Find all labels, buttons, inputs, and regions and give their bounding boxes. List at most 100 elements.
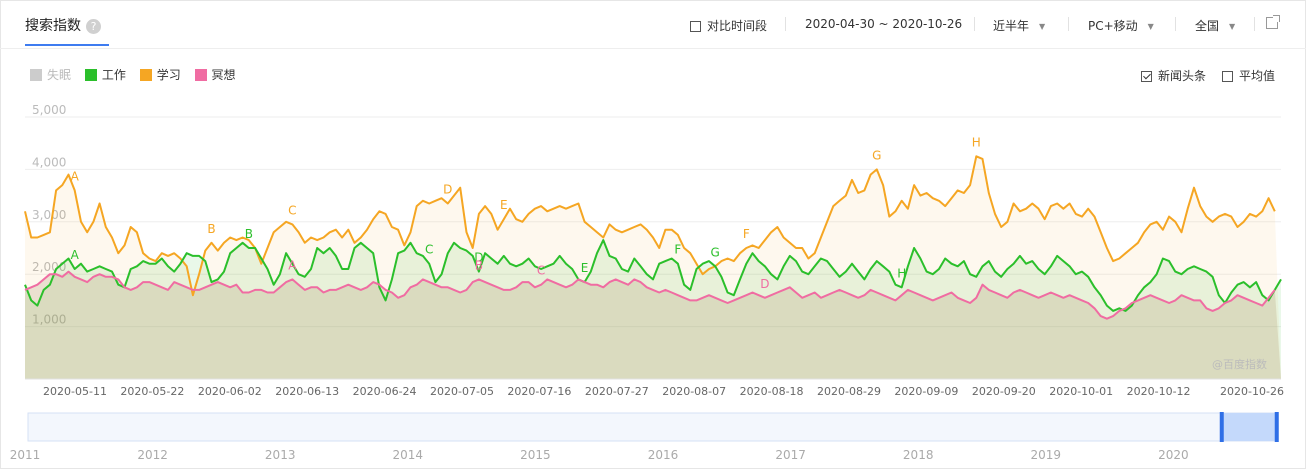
annotation-label: A <box>288 258 297 272</box>
annotation-label: A <box>71 248 80 262</box>
annotation-label: G <box>872 148 881 162</box>
divider <box>1068 17 1069 31</box>
navigator-selection[interactable] <box>1221 413 1277 441</box>
navigator-year-label: 2014 <box>393 448 424 462</box>
series-line-冥想 <box>24 270 1276 320</box>
navigator-year-label: 2019 <box>1031 448 1062 462</box>
x-tick-label: 2020-08-18 <box>740 385 804 398</box>
area-学习 <box>25 156 1281 379</box>
annotation-label: H <box>972 135 981 149</box>
navigator-year-label: 2017 <box>775 448 806 462</box>
x-tick-label: 2020-10-26 <box>1220 385 1284 398</box>
navigator-year-label: 2016 <box>648 448 679 462</box>
x-tick-label: 2020-08-29 <box>817 385 881 398</box>
average-label: 平均值 <box>1239 69 1276 83</box>
navigator-year-label: 2020 <box>1158 448 1189 462</box>
legend-label: 冥想 <box>211 68 236 82</box>
average-checkbox[interactable] <box>1222 71 1233 82</box>
y-tick-label: 5,000 <box>32 103 66 117</box>
legend-item-series-3[interactable]: 冥想 <box>194 66 236 83</box>
legend-swatch <box>139 69 152 81</box>
legend-label: 工作 <box>101 68 126 82</box>
annotation-label: D <box>474 251 483 265</box>
x-tick-label: 2020-09-20 <box>972 385 1036 398</box>
legend-label: 失眠 <box>47 68 72 82</box>
help-icon[interactable]: ? <box>86 19 101 34</box>
divider <box>1254 17 1255 31</box>
region-dropdown[interactable]: 全国 ▼ <box>1195 17 1235 34</box>
compare-period-toggle[interactable]: 对比时间段 <box>690 17 767 34</box>
annotation-label: B <box>207 222 215 236</box>
average-toggle[interactable]: 平均值 <box>1222 67 1275 84</box>
x-tick-label: 2020-06-24 <box>353 385 417 398</box>
annotation-label: D <box>760 277 769 291</box>
header-bar: 搜索指数 ? 对比时间段 2020-04-30 ~ 2020-10-26 近半年… <box>0 0 1306 49</box>
x-tick-label: 2020-07-27 <box>585 385 649 398</box>
annotation-label: E <box>581 261 589 275</box>
chevron-down-icon: ▼ <box>1147 22 1154 31</box>
annotation-label: F <box>743 227 750 241</box>
legend-label: 学习 <box>156 68 181 82</box>
x-tick-label: 2020-05-11 <box>43 385 107 398</box>
chart-legend: 失眠 工作 学习 冥想 <box>30 66 246 83</box>
x-tick-label: 2020-10-01 <box>1049 385 1113 398</box>
y-tick-label: 2,000 <box>32 260 66 274</box>
legend-item-series-2[interactable]: 学习 <box>139 66 181 83</box>
annotation-label: G <box>711 245 720 259</box>
legend-swatch <box>30 69 42 81</box>
x-tick-label: 2020-08-07 <box>662 385 726 398</box>
y-tick-label: 4,000 <box>32 155 66 169</box>
annotation-label: D <box>443 182 452 196</box>
y-tick-label: 1,000 <box>32 313 66 327</box>
divider <box>785 17 786 31</box>
legend-swatch <box>194 69 207 81</box>
device-value: PC+移动 <box>1088 19 1138 33</box>
area-工作 <box>25 240 1281 379</box>
news-checkbox[interactable] <box>1141 71 1152 82</box>
navigator-year-label: 2018 <box>903 448 934 462</box>
navigator-left-handle[interactable] <box>1219 412 1224 442</box>
device-dropdown[interactable]: PC+移动 ▼ <box>1088 17 1154 34</box>
chevron-down-icon: ▼ <box>1039 22 1046 31</box>
divider <box>974 17 975 31</box>
series-line-工作 <box>24 239 1282 312</box>
x-tick-label: 2020-06-02 <box>198 385 262 398</box>
area-冥想 <box>25 271 1281 379</box>
x-tick-label: 2020-05-22 <box>120 385 184 398</box>
x-tick-label: 2020-10-12 <box>1127 385 1191 398</box>
period-value: 近半年 <box>993 19 1030 33</box>
active-tab-indicator <box>25 44 109 46</box>
navigator-year-label: 2011 <box>10 448 41 462</box>
annotation-label: F <box>674 243 681 257</box>
annotation-label: A <box>71 169 80 183</box>
navigator-right-handle[interactable] <box>1274 412 1279 442</box>
navigator-track[interactable] <box>27 412 1279 442</box>
x-tick-label: 2020-07-05 <box>430 385 494 398</box>
annotation-label: C <box>288 203 296 217</box>
range-navigator[interactable]: 2011 2012 2013 2014 2015 2016 2017 2018 2019 2020 <box>0 405 1306 469</box>
compare-checkbox[interactable] <box>690 21 701 32</box>
period-dropdown[interactable]: 近半年 ▼ <box>993 17 1045 34</box>
annotation-label: E <box>500 198 508 212</box>
trend-chart[interactable]: 5,000 4,000 3,000 2,000 1,000 A B C D E F G H A B C D E F G… <box>0 95 1306 405</box>
annotation-label: C <box>537 264 545 278</box>
legend-swatch <box>84 69 97 81</box>
legend-item-series-1[interactable]: 工作 <box>84 66 126 83</box>
legend-item-series-0[interactable]: 失眠 <box>30 66 71 83</box>
navigator-year-label: 2015 <box>520 448 551 462</box>
page-title: 搜索指数 <box>25 18 81 34</box>
news-toggle[interactable]: 新闻头条 <box>1141 67 1206 84</box>
region-value: 全国 <box>1195 19 1220 33</box>
annotation-label: H <box>897 266 906 280</box>
annotation-label: C <box>425 243 433 257</box>
divider <box>1175 17 1176 31</box>
annotation-label: B <box>245 227 253 241</box>
series-line-学习 <box>24 155 1276 297</box>
date-range-picker[interactable]: 2020-04-30 ~ 2020-10-26 <box>805 17 963 31</box>
chevron-down-icon: ▼ <box>1229 22 1236 31</box>
navigator-year-label: 2013 <box>265 448 296 462</box>
share-icon[interactable] <box>1266 15 1280 29</box>
news-label: 新闻头条 <box>1158 69 1207 83</box>
watermark-text: @百度指数 <box>1212 358 1267 371</box>
y-tick-label: 3,000 <box>32 208 66 222</box>
